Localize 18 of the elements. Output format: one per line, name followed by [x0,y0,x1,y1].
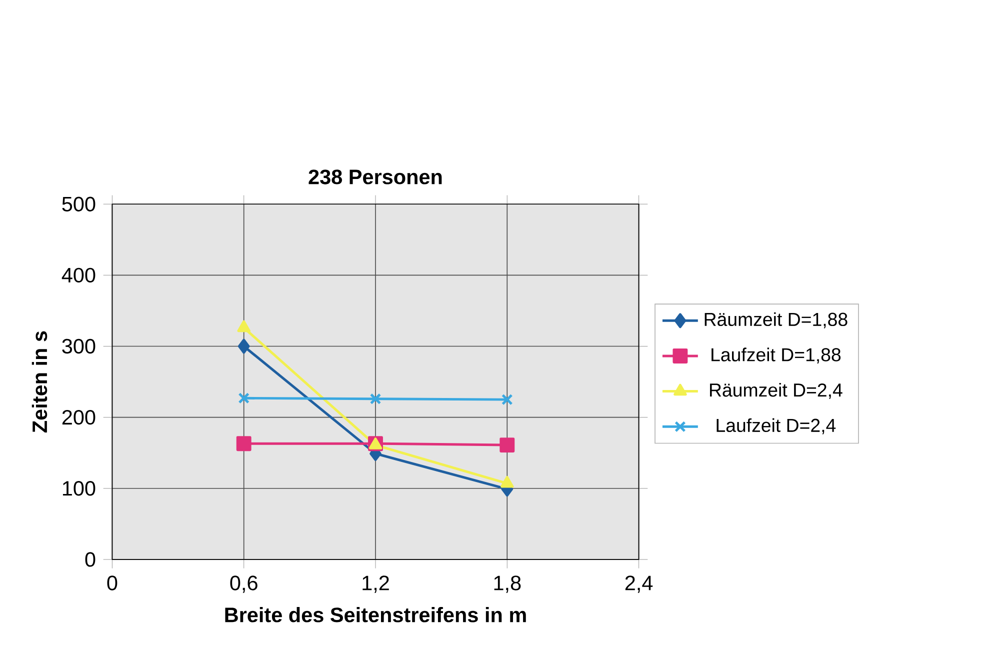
chart-title: 238 Personen [308,170,442,184]
x-axis-title: Breite des Seitenstreifens in m [225,607,526,622]
x-tick-label: 1,8 [494,576,521,593]
y-tick-label: 200 [62,410,96,425]
legend-label: Räumzeit D=2,4 [710,383,842,399]
legend-label: Laufzeit D=1,88 [712,348,841,364]
y-axis-title: Zeiten in s [32,331,48,433]
y-tick-label: 500 [62,196,96,212]
x-tick-label: 1,2 [362,576,389,593]
y-tick-label: 300 [62,339,96,354]
x-tick-label: 0,6 [230,576,258,593]
x-tick-label: 0 [107,576,118,590]
x-tick-label: 2,4 [625,576,653,593]
y-tick-label: 400 [62,268,96,283]
legend-label: Räumzeit D=1,88 [704,312,848,328]
y-tick-label: 0 [85,552,96,567]
legend-label: Laufzeit D=2,4 [716,418,836,434]
y-tick-label: 100 [62,481,96,496]
